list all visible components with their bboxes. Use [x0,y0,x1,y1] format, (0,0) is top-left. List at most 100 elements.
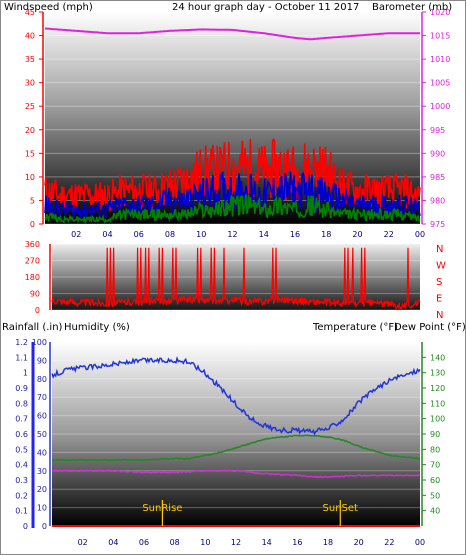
temperature-tick-label: 40 [430,507,440,516]
x-tick-label: 08 [170,538,180,547]
x-tick-label: 00 [415,230,425,239]
sun-marker-label: SunRise [142,503,182,514]
x-tick-label: 16 [292,538,302,547]
x-tick-label: 12 [227,230,237,239]
rainfall-y-ticks: 0 0.1 0.2 0.3 0.4 0.5 0.6 0.7 0.8 0.9 1 1.1 1.2 [15,338,35,531]
wind-tick-label: 30 [25,79,35,88]
x-tick-label: 20 [354,538,364,547]
temperature-tick-label: 110 [430,399,445,408]
baro-tick-label: 980 [430,196,445,205]
x-tick-label: 14 [262,538,272,547]
rainfall-tick-label: 0.8 [15,399,28,408]
x-tick-label: 06 [139,538,149,547]
x-tick-label: 10 [196,230,206,239]
baro-tick-label: 990 [430,149,445,158]
humidity-tick-label: 60 [37,412,47,421]
humidity-axis-title: Humidity (%) [64,322,130,333]
x-tick-label: 22 [384,230,394,239]
temperature-tick-label: 120 [430,384,445,393]
wind-tick-label: 25 [25,102,35,111]
humidity-tick-label: 50 [37,430,47,439]
rainfall-tick-label: 1.2 [15,338,28,347]
humidity-y-ticks: 0 10 20 30 40 50 60 70 80 90 100 [32,338,51,531]
x-tick-label: 16 [290,230,300,239]
x-tick-label: 20 [352,230,362,239]
temp-series [51,356,421,527]
temp-plot-area [52,342,420,526]
x-tick-label: 02 [78,538,88,547]
direction-tick-label: 270 [25,257,40,266]
rainfall-tick-label: 1.1 [15,353,28,362]
direction-y-ticks: 0 90 180 270 360 [25,240,51,315]
direction-tick-label: 180 [25,273,40,282]
temperature-tick-label: 90 [430,430,440,439]
wind-series [44,27,421,225]
x-tick-label: 22 [384,538,394,547]
rainfall-tick-label: 1 [23,369,28,378]
wind-tick-label: 15 [25,149,35,158]
humidity-tick-label: 80 [37,375,47,384]
rainfall-tick-label: 0.5 [15,445,28,454]
temperature-y-ticks: 40 50 60 70 80 90 100 110 120 130 140 [421,342,445,526]
rainfall-tick-label: 0.4 [15,461,28,470]
temperature-tick-label: 80 [430,445,440,454]
temperature-tick-label: 100 [430,415,445,424]
wind-y-ticks: 0 5 10 15 20 25 30 35 40 45 [25,8,44,229]
x-tick-label: 04 [108,538,118,547]
temperature-axis-title: Temperature (°F) [312,322,398,333]
rainfall-tick-label: 0.1 [15,507,28,516]
x-tick-label: 04 [102,230,112,239]
rainfall-tick-label: 0.7 [15,415,28,424]
direction-tick-label: 0 [35,306,40,315]
compass-label: N [436,244,443,255]
humidity-tick-label: 100 [32,338,47,347]
compass-label: N [436,310,443,321]
direction-series [51,247,421,311]
humidity-tick-label: 0 [42,522,47,531]
x-tick-label: 08 [165,230,175,239]
humidity-tick-label: 10 [37,504,47,513]
wind-axis-title: Windspeed (mph) [4,2,93,13]
rainfall-tick-label: 0.2 [15,491,28,500]
x-tick-label: 14 [259,230,269,239]
baro-tick-label: 1020 [430,8,450,17]
wind-low-series [44,194,421,225]
wind-x-ticks: 02 04 06 08 10 12 14 16 18 20 22 00 [71,230,425,239]
dew-point-series [51,469,421,479]
temperature-tick-label: 130 [430,369,445,378]
barometer-series [44,27,420,41]
baro-tick-label: 1010 [430,55,450,64]
wind-gust-series [44,138,421,213]
temperature-tick-label: 50 [430,491,440,500]
wind-tick-label: 0 [30,220,35,229]
humidity-tick-label: 90 [37,356,47,365]
wind-tick-label: 40 [25,32,35,41]
humidity-tick-label: 70 [37,393,47,402]
wind-tick-label: 10 [25,173,35,182]
rainfall-tick-label: 0 [23,522,28,531]
wind-tick-label: 20 [25,126,35,135]
chart-date-title: 24 hour graph day - October 11 2017 [172,2,359,13]
x-tick-label: 18 [323,538,333,547]
direction-tick-label: 360 [25,240,40,249]
baro-axis-title: Barometer (mb) [372,2,452,13]
humidity-series [51,356,421,436]
rainfall-axis-title: Rainfall (.in) [2,322,63,333]
baro-tick-label: 975 [430,220,445,229]
sun-marker-label: SunSet [323,503,359,514]
x-tick-label: 10 [200,538,210,547]
rainfall-tick-label: 0.3 [15,476,28,485]
baro-tick-label: 995 [430,126,445,135]
baro-y-ticks: 975 980 985 990 995 1000 1005 1010 1015 1020 [421,8,450,229]
compass-label: E [436,294,442,305]
temperature-tick-label: 140 [430,353,445,362]
temperature-series [52,434,421,462]
rainfall-tick-label: 0.6 [15,430,28,439]
compass-label: S [436,277,442,288]
temperature-tick-label: 70 [430,461,440,470]
rainfall-tick-label: 0.9 [15,384,28,393]
temp-x-ticks: 02 04 06 08 10 12 14 16 18 20 22 00 [78,538,426,547]
humidity-tick-label: 40 [37,448,47,457]
